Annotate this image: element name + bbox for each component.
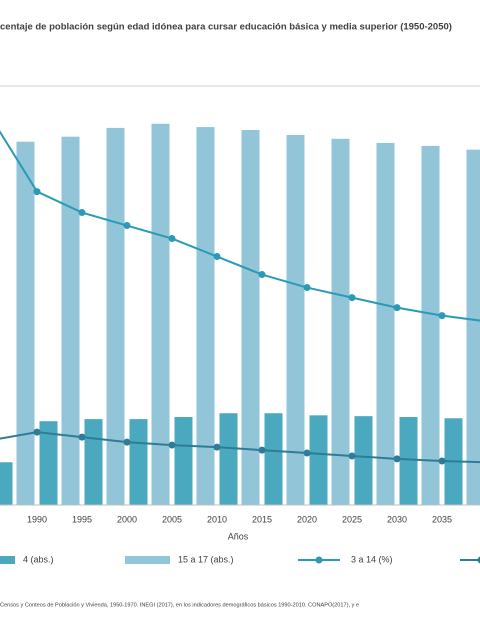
x-tick-label: 2030 xyxy=(387,514,407,524)
legend-label: 3 a 14 (%) xyxy=(351,554,393,564)
legend-label: 4 (abs.) xyxy=(23,554,54,564)
line-marker xyxy=(168,441,176,449)
bar xyxy=(241,129,260,505)
x-tick-label: 2010 xyxy=(207,514,227,524)
bar xyxy=(39,421,58,505)
bar xyxy=(331,138,350,505)
line-marker xyxy=(213,253,221,261)
line-marker xyxy=(123,438,131,446)
bar xyxy=(466,149,480,506)
line-marker xyxy=(393,304,401,312)
line-marker xyxy=(303,284,311,292)
legend-swatch xyxy=(315,556,323,564)
line-marker xyxy=(348,294,356,302)
x-tick-label: 2035 xyxy=(432,514,452,524)
bar xyxy=(219,413,238,505)
legend-swatch xyxy=(0,556,15,564)
x-tick-label: 2015 xyxy=(252,514,272,524)
line-marker xyxy=(348,452,356,460)
x-tick-label: 2000 xyxy=(117,514,137,524)
line xyxy=(0,431,480,464)
bar xyxy=(309,415,328,505)
x-axis-label: Años xyxy=(228,531,249,541)
legend-label: 15 a 17 (abs.) xyxy=(178,554,234,564)
line-marker xyxy=(123,222,131,230)
line-marker xyxy=(303,449,311,457)
line-marker xyxy=(258,271,266,279)
line-marker xyxy=(393,455,401,463)
bar xyxy=(399,417,418,505)
bar xyxy=(129,419,148,505)
x-tick-label: 1995 xyxy=(72,514,92,524)
x-tick-label: 2020 xyxy=(297,514,317,524)
bar xyxy=(61,136,80,505)
line-marker xyxy=(438,312,446,320)
line-marker xyxy=(78,209,86,217)
bar xyxy=(421,145,440,506)
line-marker xyxy=(33,428,41,436)
line-marker xyxy=(438,457,446,465)
bar xyxy=(16,141,35,506)
line-marker xyxy=(258,446,266,454)
bar xyxy=(106,127,125,506)
line-marker xyxy=(78,433,86,441)
bar xyxy=(0,462,13,505)
bar xyxy=(286,135,305,505)
bar xyxy=(174,417,193,505)
line-marker xyxy=(213,443,221,451)
x-tick-label: 2005 xyxy=(162,514,182,524)
x-tick-label: 2025 xyxy=(342,514,362,524)
bar xyxy=(196,127,215,505)
chart-title: centaje de población según edad idónea p… xyxy=(0,22,452,33)
bar xyxy=(264,413,283,505)
bar xyxy=(84,419,103,505)
x-tick-label: 1990 xyxy=(27,514,47,524)
bar xyxy=(354,416,373,505)
line-marker xyxy=(168,235,176,243)
line xyxy=(0,130,480,322)
bar xyxy=(151,123,170,506)
line-marker xyxy=(33,188,41,196)
legend-swatch xyxy=(477,556,480,564)
legend-swatch xyxy=(125,556,170,564)
footnote: Censos y Conteos de Población y Vivienda… xyxy=(0,602,359,608)
bar xyxy=(376,142,395,505)
